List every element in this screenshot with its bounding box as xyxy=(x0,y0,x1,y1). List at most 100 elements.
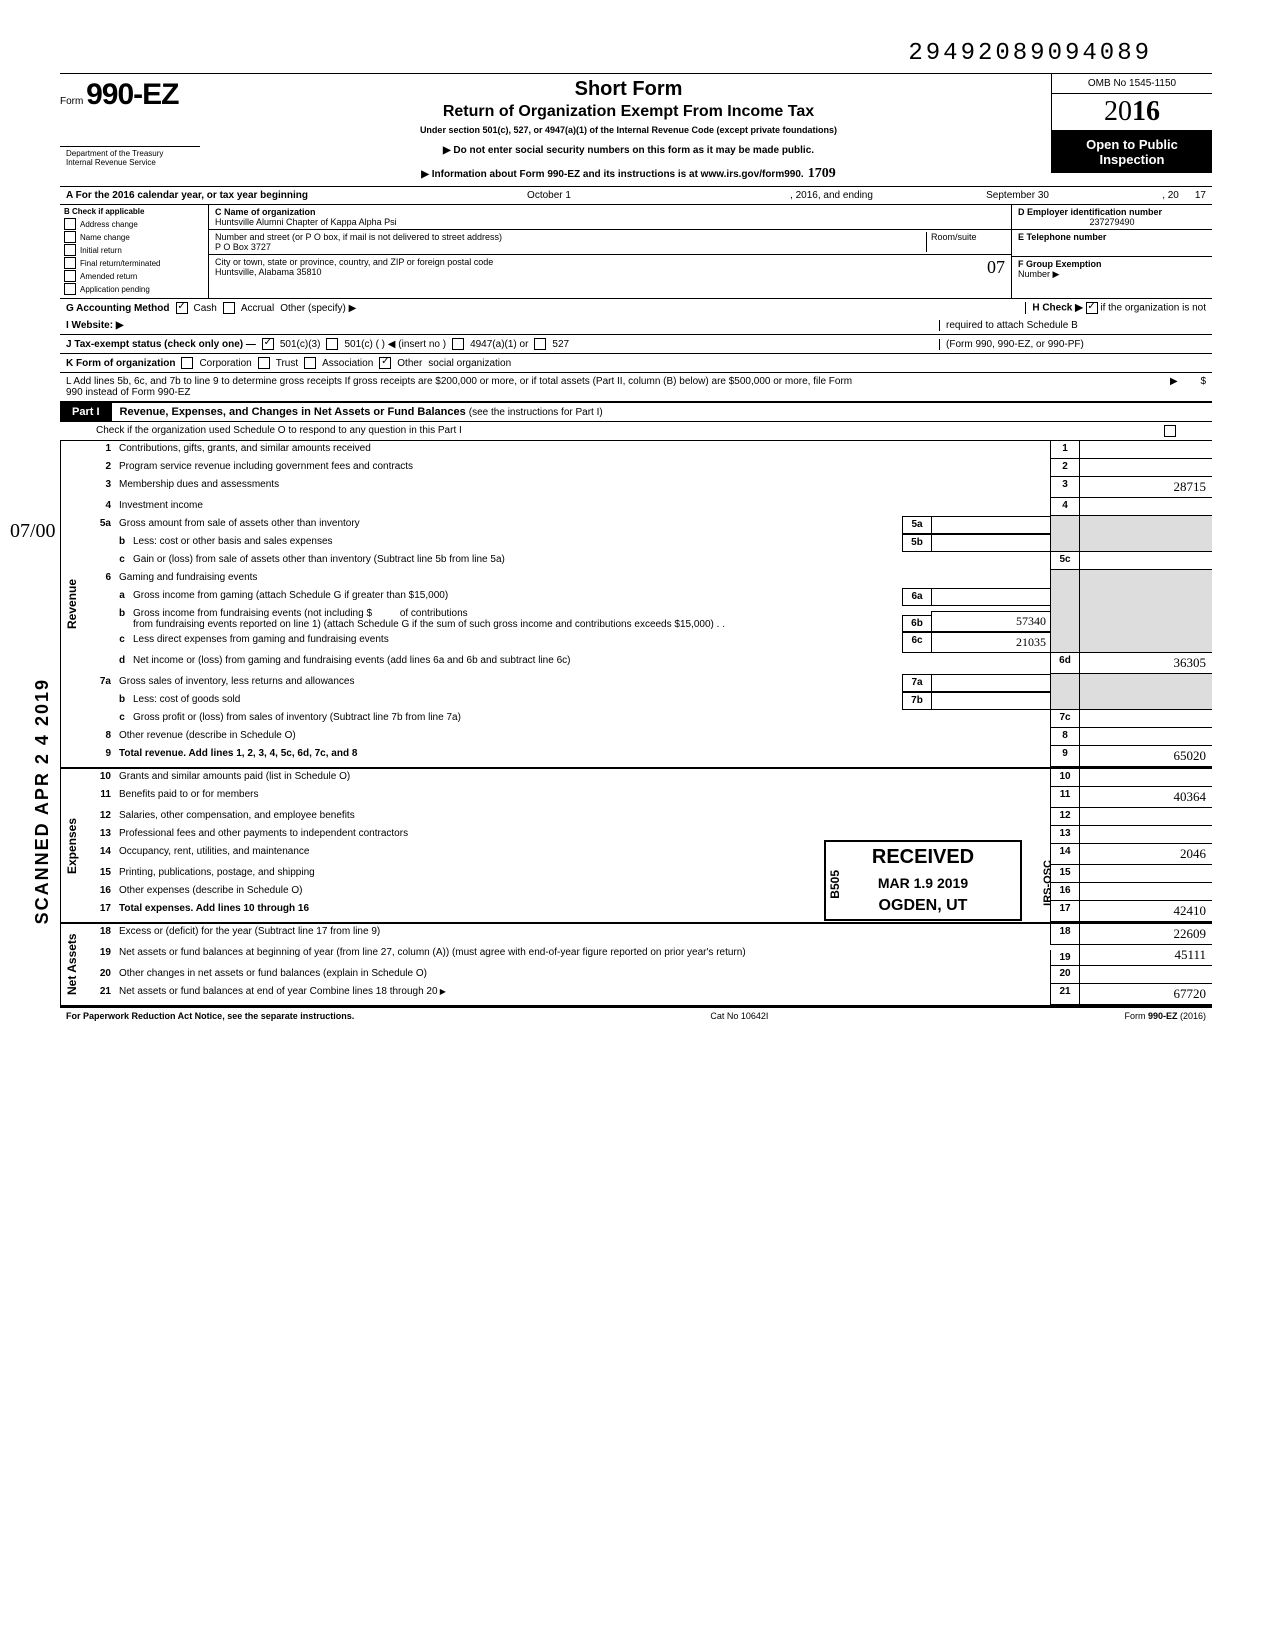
vert-expenses: Expenses xyxy=(60,769,83,922)
lbl-other-k: Other xyxy=(397,358,422,369)
lbl-assoc: Association xyxy=(322,358,373,369)
chk-namechange[interactable] xyxy=(64,231,76,243)
lbl-initial: Initial return xyxy=(80,246,122,255)
section-j: J Tax-exempt status (check only one) — 5… xyxy=(60,334,1212,353)
section-k: K Form of organization Corporation Trust… xyxy=(60,353,1212,372)
stamp-city: OGDEN, UT xyxy=(838,897,1008,915)
line-12-val xyxy=(1079,808,1212,826)
lbl-4947: 4947(a)(1) or xyxy=(470,339,528,350)
chk-initial[interactable] xyxy=(64,244,76,256)
line-8-desc: Other revenue (describe in Schedule O) xyxy=(115,728,1050,746)
inspection: Inspection xyxy=(1054,152,1210,167)
form-id-cell: Form 990-EZ Department of the Treasury I… xyxy=(60,74,206,186)
section-gh: G Accounting Method Cash Accrual Other (… xyxy=(60,298,1212,317)
line-16-val xyxy=(1079,883,1212,901)
line-18-desc: Excess or (deficit) for the year (Subtra… xyxy=(115,924,1050,945)
h-text1: if the organization is not xyxy=(1100,303,1206,314)
line-13-val xyxy=(1079,826,1212,844)
form-container: 29492089094089 07/00 SCANNED APR 2 4 201… xyxy=(60,40,1212,1024)
h-label: H Check ▶ xyxy=(1032,303,1082,314)
received-stamp: RECEIVED MAR 1.9 2019 OGDEN, UT xyxy=(824,840,1022,921)
line-6-desc: Gaming and fundraising events xyxy=(115,570,1050,588)
chk-amended[interactable] xyxy=(64,270,76,282)
l-dollar: $ xyxy=(1200,376,1206,387)
chk-accrual[interactable] xyxy=(223,302,235,314)
footer-mid: Cat No 10642I xyxy=(710,1011,768,1021)
part1-title: Revenue, Expenses, and Changes in Net As… xyxy=(112,403,1212,421)
line-15-val xyxy=(1079,865,1212,883)
line-1-desc: Contributions, gifts, grants, and simila… xyxy=(115,441,1050,459)
year-prefix: 20 xyxy=(1104,96,1132,127)
section-c: C Name of organization Huntsville Alumni… xyxy=(209,205,1011,298)
netassets-block: Net Assets 18Excess or (deficit) for the… xyxy=(60,924,1212,1007)
expenses-block: Expenses 10Grants and similar amounts pa… xyxy=(60,769,1212,924)
title-cell: Short Form Return of Organization Exempt… xyxy=(206,74,1051,186)
chk-corp[interactable] xyxy=(181,357,193,369)
line-6b-desc: Gross income from fundraising events (no… xyxy=(129,606,902,632)
title-main: Short Form xyxy=(214,78,1043,101)
line-20-val xyxy=(1079,966,1212,984)
line-20-desc: Other changes in net assets or fund bala… xyxy=(115,966,1050,984)
g-label: G Accounting Method xyxy=(66,303,170,314)
l-arrow: ▶ xyxy=(1170,376,1178,387)
chk-schedule-o[interactable] xyxy=(1164,425,1176,437)
chk-pending[interactable] xyxy=(64,283,76,295)
dept-treasury: Department of the Treasury xyxy=(66,149,194,158)
open-public: Open to Public xyxy=(1054,137,1210,152)
section-l: L Add lines 5b, 6c, and 7b to line 9 to … xyxy=(60,372,1212,401)
chk-cash[interactable] xyxy=(176,302,188,314)
note-info: ▶ Information about Form 990-EZ and its … xyxy=(421,169,803,180)
lbl-final: Final return/terminated xyxy=(80,259,160,268)
line-8-val xyxy=(1079,728,1212,746)
line-a-endyear: 17 xyxy=(1195,190,1206,201)
received-num: 1709 xyxy=(808,166,836,182)
line-6d-desc: Net income or (loss) from gaming and fun… xyxy=(129,653,1050,674)
line-2-val xyxy=(1079,459,1212,477)
line-17-val: 42410 xyxy=(1079,901,1212,922)
line-7a-val xyxy=(931,674,1050,692)
line-21-desc: Net assets or fund balances at end of ye… xyxy=(115,984,1050,1005)
line-6b-val: 57340 xyxy=(931,611,1050,632)
c-label: C Name of organization xyxy=(215,207,1005,217)
c-addr-value: P O Box 3727 xyxy=(215,242,922,252)
dept-cell: Department of the Treasury Internal Reve… xyxy=(60,146,200,169)
line-4-val xyxy=(1079,498,1212,516)
stamp-b505: B505 xyxy=(828,870,842,899)
k-label: K Form of organization xyxy=(66,358,175,369)
chk-527[interactable] xyxy=(534,338,546,350)
chk-final[interactable] xyxy=(64,257,76,269)
lbl-cash: Cash xyxy=(194,303,217,314)
check-o-text: Check if the organization used Schedule … xyxy=(96,425,462,437)
margin-note: 07/00 xyxy=(10,520,56,543)
chk-trust[interactable] xyxy=(258,357,270,369)
chk-501c[interactable] xyxy=(326,338,338,350)
section-b: B Check if applicable Address change Nam… xyxy=(60,205,209,298)
line-3-desc: Membership dues and assessments xyxy=(115,477,1050,498)
part1-check-o: Check if the organization used Schedule … xyxy=(60,422,1212,441)
c-room-label: Room/suite xyxy=(927,232,1005,252)
i-label: I Website: ▶ xyxy=(66,320,124,331)
line-21-val: 67720 xyxy=(1079,984,1212,1005)
stamp-irs-osc: IRS-OSC xyxy=(1042,860,1054,906)
line-10-val xyxy=(1079,769,1212,787)
c-hand-07: 07 xyxy=(987,257,1005,278)
lbl-accrual: Accrual xyxy=(241,303,274,314)
omb-number: OMB No 1545-1150 xyxy=(1052,74,1212,94)
chk-assoc[interactable] xyxy=(304,357,316,369)
line-11-desc: Benefits paid to or for members xyxy=(115,787,1050,808)
chk-4947[interactable] xyxy=(452,338,464,350)
line-7a-desc: Gross sales of inventory, less returns a… xyxy=(115,674,902,692)
chk-h[interactable] xyxy=(1086,302,1098,314)
year-digits: 16 xyxy=(1132,96,1160,127)
e-label: E Telephone number xyxy=(1018,232,1206,242)
line-5b-val xyxy=(931,534,1050,552)
part1-title-text: Revenue, Expenses, and Changes in Net As… xyxy=(120,406,466,418)
scanned-stamp: SCANNED APR 2 4 2019 xyxy=(32,678,53,924)
chk-other-k[interactable] xyxy=(379,357,391,369)
line-6c-val: 21035 xyxy=(931,632,1050,653)
chk-address[interactable] xyxy=(64,218,76,230)
chk-501c3[interactable] xyxy=(262,338,274,350)
form-number: 990-EZ xyxy=(86,78,178,111)
line-19-desc: Net assets or fund balances at beginning… xyxy=(115,945,1050,966)
footer: For Paperwork Reduction Act Notice, see … xyxy=(60,1007,1212,1024)
